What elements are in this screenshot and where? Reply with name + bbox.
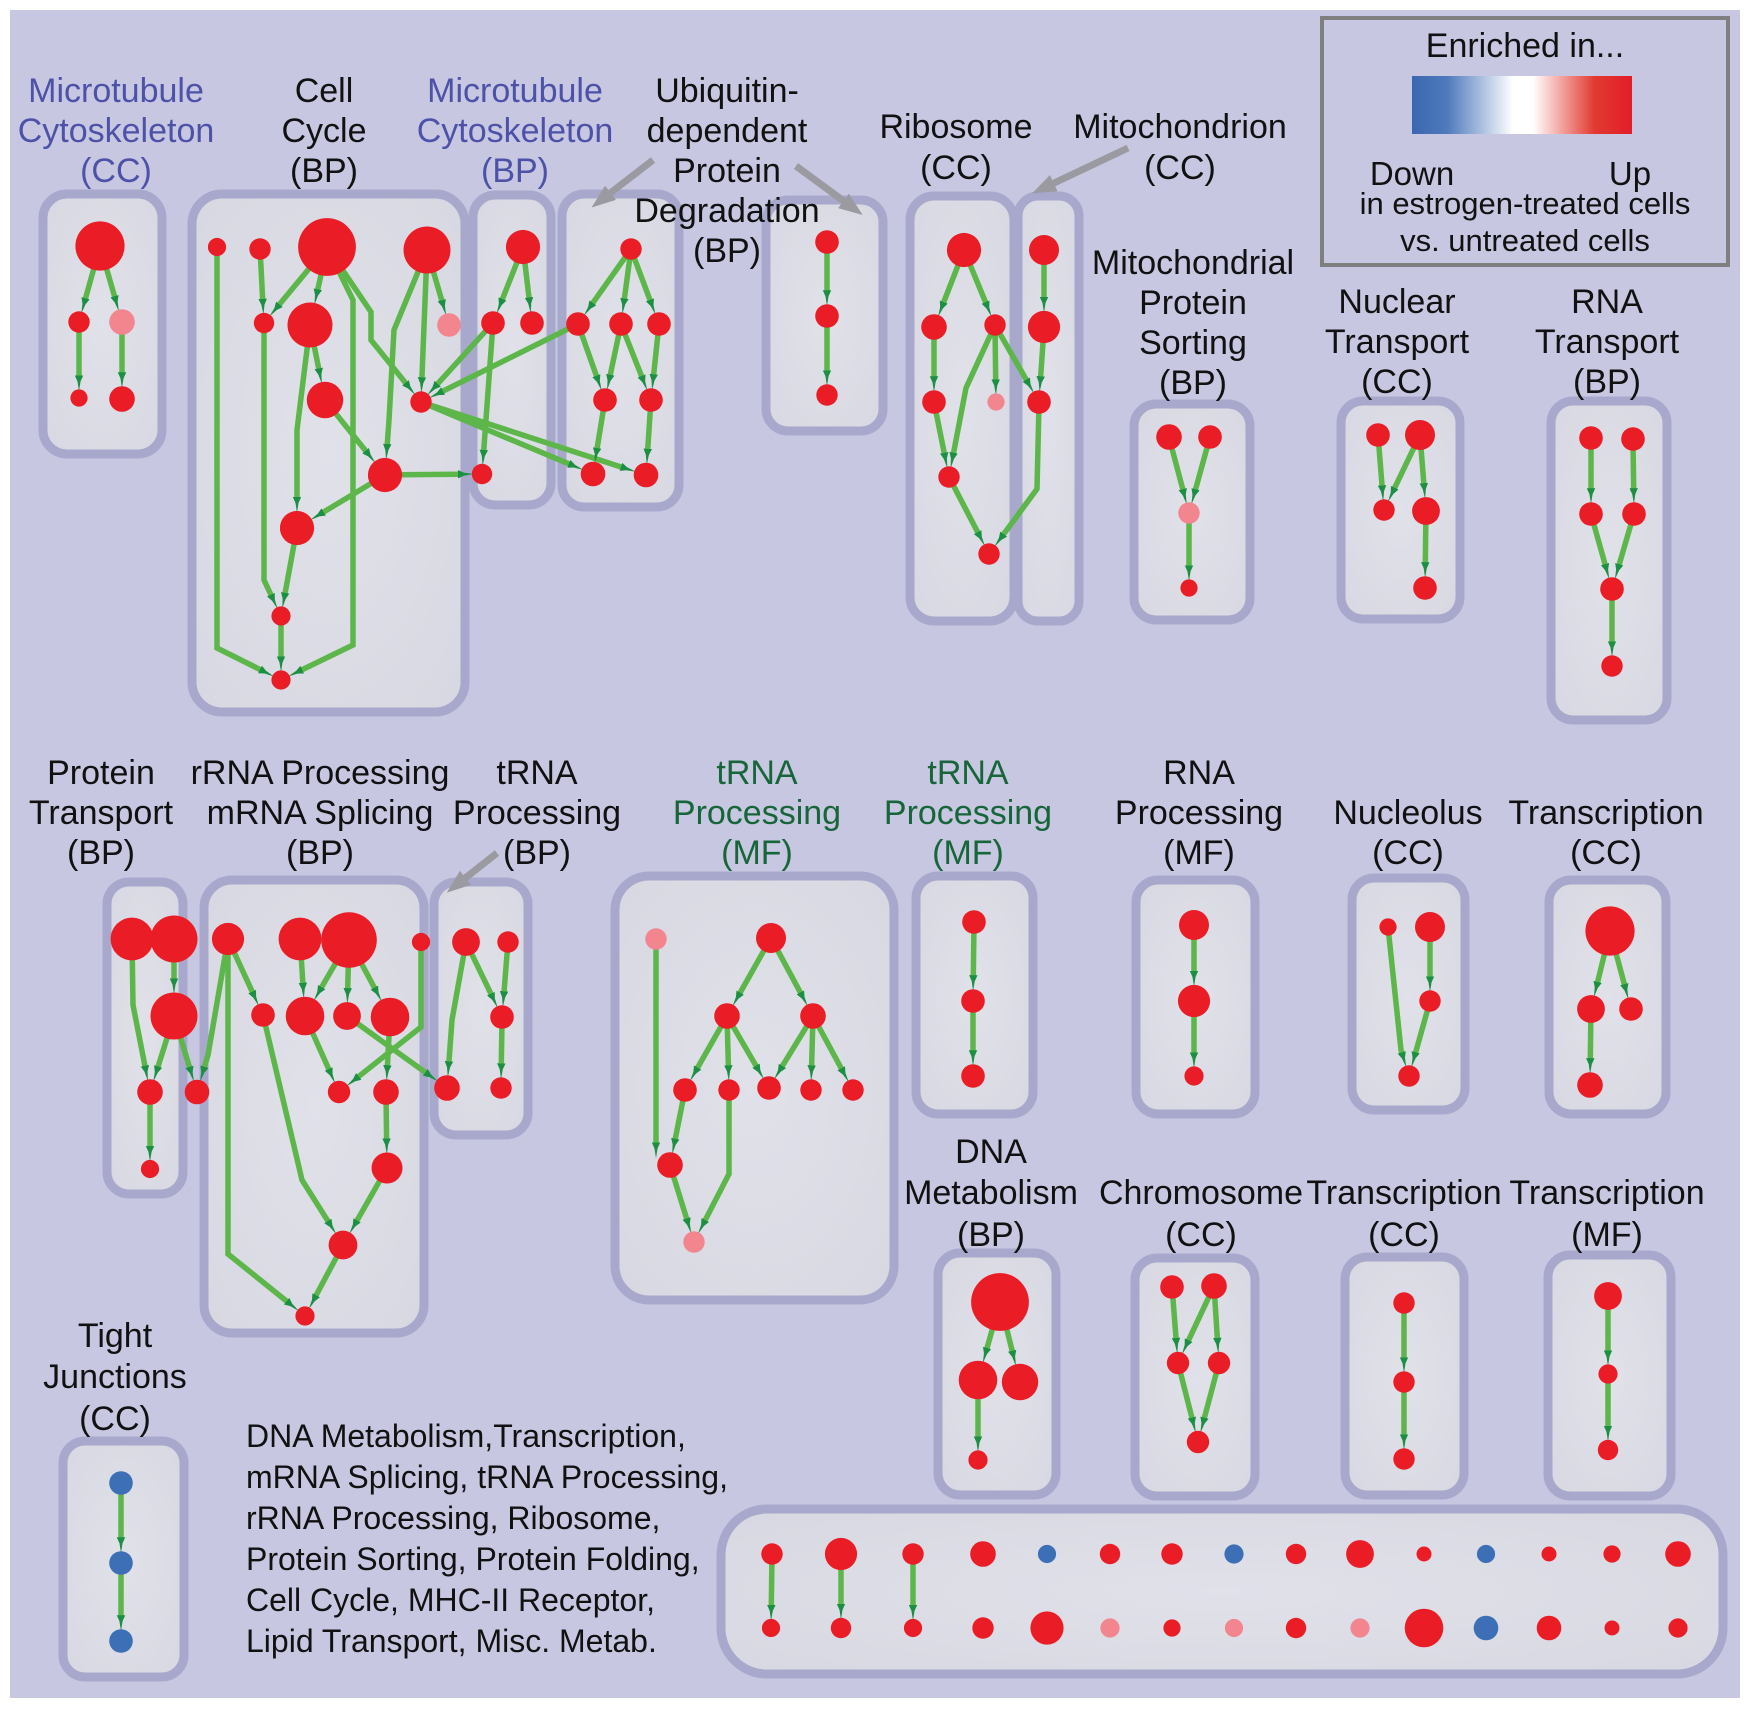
svg-text:(CC): (CC) <box>1165 1216 1237 1254</box>
svg-text:Transport: Transport <box>1535 323 1680 361</box>
svg-text:Ubiquitin-: Ubiquitin- <box>655 72 799 110</box>
svg-text:Transcription: Transcription <box>1306 1174 1501 1212</box>
svg-text:Microtubule: Microtubule <box>28 72 204 110</box>
svg-text:in estrogen-treated cells: in estrogen-treated cells <box>1360 186 1691 221</box>
svg-text:Tight: Tight <box>78 1317 153 1355</box>
svg-text:tRNA: tRNA <box>927 754 1009 792</box>
svg-text:(BP): (BP) <box>481 152 549 190</box>
svg-text:tRNA: tRNA <box>496 754 578 792</box>
svg-text:dependent: dependent <box>647 112 808 150</box>
svg-text:(BP): (BP) <box>503 834 571 872</box>
svg-text:Lipid Transport, Misc. Metab.: Lipid Transport, Misc. Metab. <box>246 1623 657 1659</box>
svg-text:Enriched in...: Enriched in... <box>1426 27 1624 65</box>
svg-text:Metabolism: Metabolism <box>904 1174 1078 1212</box>
svg-text:Sorting: Sorting <box>1139 324 1247 362</box>
svg-text:(CC): (CC) <box>80 152 152 190</box>
svg-text:(BP): (BP) <box>957 1216 1025 1254</box>
svg-text:Microtubule: Microtubule <box>427 72 603 110</box>
svg-text:(CC): (CC) <box>1372 834 1444 872</box>
svg-text:Transport: Transport <box>1325 323 1470 361</box>
svg-text:Protein: Protein <box>673 152 781 190</box>
svg-text:DNA: DNA <box>955 1133 1027 1171</box>
svg-text:Mitochondrion: Mitochondrion <box>1073 108 1287 146</box>
svg-text:Processing: Processing <box>673 794 841 832</box>
svg-text:(BP): (BP) <box>286 834 354 872</box>
svg-text:(MF): (MF) <box>1571 1216 1643 1254</box>
svg-text:Transport: Transport <box>29 794 174 832</box>
svg-text:mRNA Splicing: mRNA Splicing <box>207 794 434 832</box>
svg-text:(MF): (MF) <box>1163 834 1235 872</box>
svg-text:(CC): (CC) <box>1144 149 1216 187</box>
svg-text:(CC): (CC) <box>1361 363 1433 401</box>
svg-text:Cytoskeleton: Cytoskeleton <box>417 112 614 150</box>
svg-text:Junctions: Junctions <box>43 1358 187 1396</box>
svg-text:(MF): (MF) <box>932 834 1004 872</box>
svg-text:Nuclear: Nuclear <box>1338 283 1455 321</box>
svg-text:mRNA Splicing, tRNA Processing: mRNA Splicing, tRNA Processing, <box>246 1459 728 1495</box>
svg-text:RNA: RNA <box>1571 283 1643 321</box>
svg-text:Processing: Processing <box>1115 794 1283 832</box>
svg-text:(CC): (CC) <box>920 149 992 187</box>
svg-text:Cytoskeleton: Cytoskeleton <box>18 112 215 150</box>
svg-text:Mitochondrial: Mitochondrial <box>1092 244 1294 282</box>
svg-text:(BP): (BP) <box>1159 364 1227 402</box>
svg-text:Processing: Processing <box>884 794 1052 832</box>
svg-text:Up: Up <box>1609 155 1651 192</box>
svg-text:Degradation: Degradation <box>634 192 819 230</box>
svg-text:Chromosome: Chromosome <box>1099 1174 1303 1212</box>
svg-text:(BP): (BP) <box>1573 363 1641 401</box>
svg-text:Cell Cycle, MHC-II Receptor,: Cell Cycle, MHC-II Receptor, <box>246 1582 655 1618</box>
svg-text:tRNA: tRNA <box>716 754 798 792</box>
svg-text:Protein: Protein <box>1139 284 1247 322</box>
svg-text:Cycle: Cycle <box>281 112 366 150</box>
svg-text:(CC): (CC) <box>1570 834 1642 872</box>
svg-text:(BP): (BP) <box>67 834 135 872</box>
svg-text:Down: Down <box>1370 155 1454 192</box>
svg-text:(BP): (BP) <box>693 232 761 270</box>
svg-text:Processing: Processing <box>453 794 621 832</box>
svg-text:DNA Metabolism,Transcription,: DNA Metabolism,Transcription, <box>246 1418 686 1454</box>
svg-text:(CC): (CC) <box>79 1400 151 1438</box>
svg-text:Nucleolus: Nucleolus <box>1333 794 1482 832</box>
svg-text:rRNA Processing: rRNA Processing <box>191 754 450 792</box>
svg-text:Ribosome: Ribosome <box>879 108 1032 146</box>
svg-text:(MF): (MF) <box>721 834 793 872</box>
svg-text:Transcription: Transcription <box>1509 1174 1704 1212</box>
svg-text:Transcription: Transcription <box>1508 794 1703 832</box>
svg-text:Protein: Protein <box>47 754 155 792</box>
svg-text:(BP): (BP) <box>290 152 358 190</box>
svg-text:vs. untreated cells: vs. untreated cells <box>1400 223 1650 258</box>
svg-text:rRNA Processing, Ribosome,: rRNA Processing, Ribosome, <box>246 1500 660 1536</box>
svg-text:RNA: RNA <box>1163 754 1235 792</box>
svg-text:Protein Sorting, Protein Foldi: Protein Sorting, Protein Folding, <box>246 1541 700 1577</box>
svg-text:(CC): (CC) <box>1368 1216 1440 1254</box>
svg-text:Cell: Cell <box>295 72 354 110</box>
